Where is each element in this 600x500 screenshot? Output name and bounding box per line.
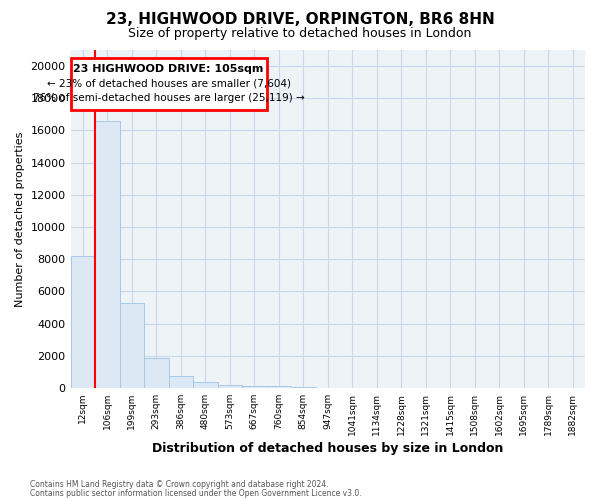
Bar	[119, 302, 144, 388]
X-axis label: Distribution of detached houses by size in London: Distribution of detached houses by size …	[152, 442, 503, 455]
Text: Contains public sector information licensed under the Open Government Licence v3: Contains public sector information licen…	[30, 488, 362, 498]
Y-axis label: Number of detached properties: Number of detached properties	[15, 132, 25, 306]
Text: 23 HIGHWOOD DRIVE: 105sqm: 23 HIGHWOOD DRIVE: 105sqm	[73, 64, 264, 74]
Text: 76% of semi-detached houses are larger (25,119) →: 76% of semi-detached houses are larger (…	[32, 93, 304, 103]
Bar	[169, 376, 193, 388]
Bar	[218, 384, 242, 388]
Bar	[242, 386, 266, 388]
FancyBboxPatch shape	[71, 58, 266, 110]
Bar	[193, 382, 218, 388]
Text: ← 23% of detached houses are smaller (7,604): ← 23% of detached houses are smaller (7,…	[47, 79, 290, 89]
Text: Size of property relative to detached houses in London: Size of property relative to detached ho…	[128, 28, 472, 40]
Text: Contains HM Land Registry data © Crown copyright and database right 2024.: Contains HM Land Registry data © Crown c…	[30, 480, 329, 489]
Bar	[266, 386, 291, 388]
Text: 23, HIGHWOOD DRIVE, ORPINGTON, BR6 8HN: 23, HIGHWOOD DRIVE, ORPINGTON, BR6 8HN	[106, 12, 494, 28]
Bar	[71, 256, 95, 388]
Bar	[144, 358, 169, 388]
Bar	[95, 121, 119, 388]
